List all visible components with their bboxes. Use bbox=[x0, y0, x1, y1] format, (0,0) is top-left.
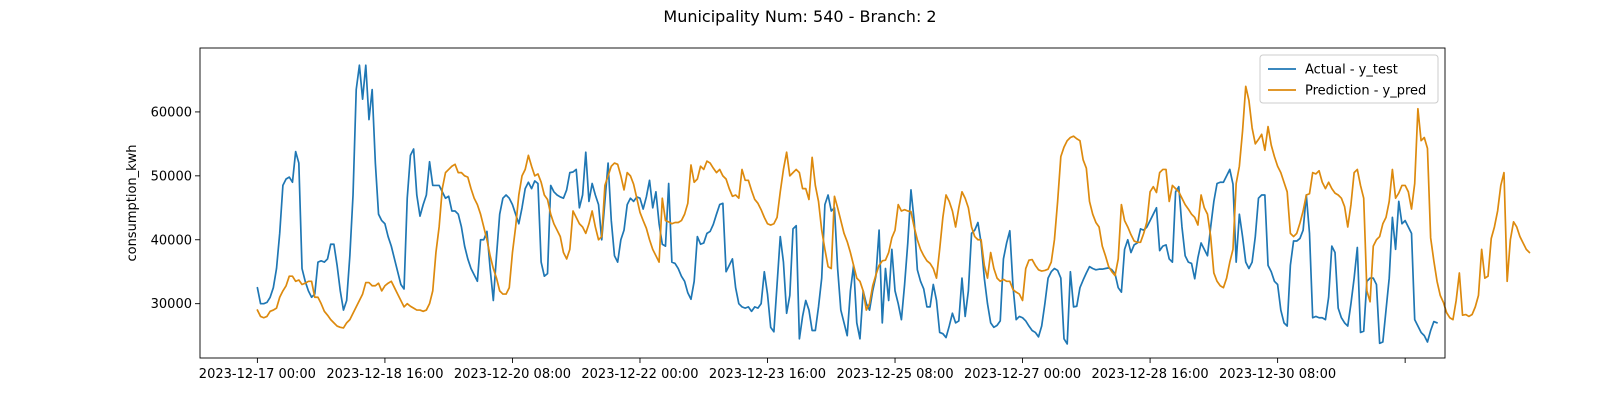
legend-entry-label: Prediction - y_pred bbox=[1305, 84, 1426, 99]
x-tick-label: 2023-12-17 00:00 bbox=[199, 367, 316, 382]
x-tick-label: 2023-12-27 00:00 bbox=[964, 367, 1081, 382]
plot-area: 30000 40000 50000 60000 2023-12-17 00:00 2023… bbox=[151, 47, 1531, 382]
x-tick-label: 2023-12-28 16:00 bbox=[1092, 367, 1209, 382]
x-tick-label: 2023-12-30 08:00 bbox=[1219, 367, 1336, 382]
x-tick-label: 2023-12-22 00:00 bbox=[581, 367, 698, 382]
series-line-actual bbox=[256, 64, 1438, 345]
chart-title: Municipality Num: 540 - Branch: 2 bbox=[663, 7, 936, 26]
legend: Actual - y_test Prediction - y_pred bbox=[1259, 54, 1439, 104]
x-tick-label: 2023-12-20 08:00 bbox=[454, 367, 571, 382]
series-line-prediction bbox=[256, 85, 1531, 329]
y-tick-label: 50000 bbox=[151, 169, 192, 184]
legend-box bbox=[1259, 54, 1439, 104]
y-axis-label: consumption_kwh bbox=[125, 144, 140, 261]
axes-frame bbox=[199, 47, 1446, 359]
y-tick-label: 40000 bbox=[151, 233, 192, 248]
x-tick-label: 2023-12-23 16:00 bbox=[709, 367, 826, 382]
x-tick-label: 2023-12-18 16:00 bbox=[326, 367, 443, 382]
y-tick-label: 60000 bbox=[151, 105, 192, 120]
x-tick-label: 2023-12-25 08:00 bbox=[836, 367, 953, 382]
y-tick-label: 30000 bbox=[151, 297, 192, 312]
legend-entry-label: Actual - y_test bbox=[1305, 63, 1398, 78]
